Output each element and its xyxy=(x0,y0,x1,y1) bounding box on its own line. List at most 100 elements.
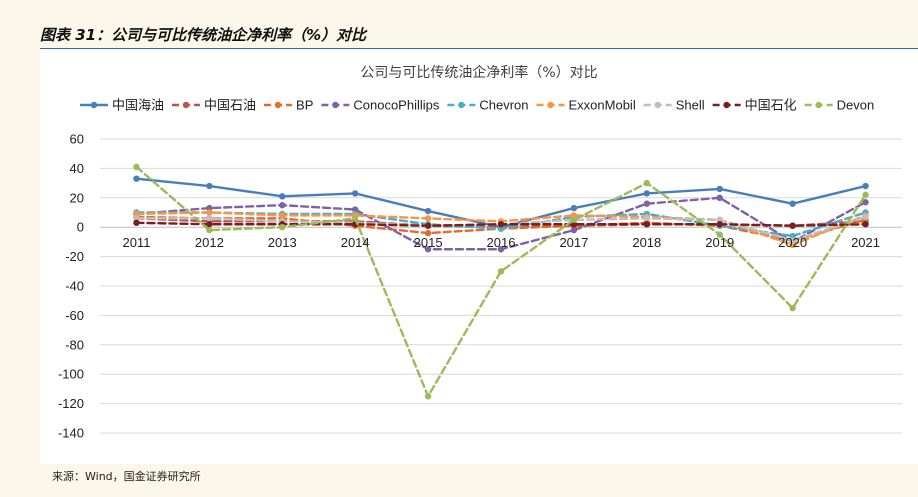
data-point xyxy=(497,246,505,253)
data-point xyxy=(133,215,140,222)
x-tick-label: 2016 xyxy=(487,235,516,250)
data-point xyxy=(570,204,578,212)
x-tick-label: 2021 xyxy=(851,235,880,250)
legend-marker xyxy=(723,101,730,109)
data-point xyxy=(643,215,651,222)
legend-item: Chevron xyxy=(447,98,529,113)
data-point xyxy=(133,219,140,226)
chart-title: 公司与可比传统油企净利率（%）对比 xyxy=(360,64,597,81)
chart-gridlines xyxy=(100,138,902,434)
legend-label: 中国石化 xyxy=(745,98,797,113)
data-point xyxy=(716,216,723,224)
data-point xyxy=(497,268,505,275)
data-point xyxy=(716,185,723,193)
data-point xyxy=(716,221,723,228)
data-point xyxy=(279,224,286,231)
legend-label: 中国石油 xyxy=(204,98,256,113)
chart-series xyxy=(133,163,869,400)
data-point xyxy=(570,216,578,224)
figure-caption: 图表 31：公司与可比传统油企净利率（%）对比 xyxy=(40,26,367,44)
data-point xyxy=(351,215,359,222)
data-point xyxy=(789,237,796,244)
y-tick-label: 0 xyxy=(77,220,84,235)
legend-item: BP xyxy=(264,98,313,113)
y-tick-label: -40 xyxy=(65,279,84,294)
data-point xyxy=(424,393,432,400)
series-line xyxy=(135,165,867,398)
data-point xyxy=(424,222,432,229)
legend-item: 中国石化 xyxy=(712,98,797,113)
legend-label: ConocoPhillips xyxy=(353,98,439,113)
x-tick-label: 2014 xyxy=(341,235,370,250)
data-point xyxy=(206,182,213,190)
legend-marker xyxy=(182,101,190,109)
data-point xyxy=(643,200,651,207)
data-point xyxy=(279,193,286,200)
data-point xyxy=(206,209,213,216)
legend-label: Devon xyxy=(837,98,875,113)
y-tick-label: -20 xyxy=(65,249,84,264)
data-point xyxy=(133,175,140,182)
legend-item: Shell xyxy=(643,98,705,113)
y-tick-label: -80 xyxy=(65,337,84,352)
y-tick-label: -60 xyxy=(65,308,84,323)
x-tick-label: 2011 xyxy=(122,235,150,250)
data-point xyxy=(862,199,869,206)
data-point xyxy=(570,226,578,234)
series-8 xyxy=(133,163,869,400)
data-point xyxy=(716,231,723,238)
data-point xyxy=(206,221,213,228)
data-point xyxy=(789,222,796,229)
data-point xyxy=(643,221,651,228)
line-chart: 公司与可比传统油企净利率（%）对比 中国海油 中国石油 BP ConocoPhilli… xyxy=(58,64,902,441)
data-point xyxy=(789,304,796,312)
source-note: 来源：Wind，国金证券研究所 xyxy=(52,470,201,483)
data-point xyxy=(789,232,796,240)
legend-item: ExxonMobil xyxy=(536,98,636,113)
data-point xyxy=(279,212,286,219)
legend-label: 中国海油 xyxy=(112,98,164,113)
data-point xyxy=(862,221,869,228)
x-tick-label: 2017 xyxy=(559,235,588,250)
data-point xyxy=(351,190,359,197)
data-point xyxy=(424,207,432,215)
data-point xyxy=(862,213,869,221)
series-7 xyxy=(133,219,869,229)
legend-marker xyxy=(547,101,554,109)
data-point xyxy=(643,179,651,187)
legend-marker xyxy=(654,101,661,109)
x-tick-label: 2012 xyxy=(195,235,224,250)
y-tick-label: 60 xyxy=(70,132,84,147)
x-tick-label: 2019 xyxy=(705,235,734,250)
data-point xyxy=(716,194,723,201)
data-point xyxy=(133,163,140,171)
chart-panel: 公司与可比传统油企净利率（%）对比 中国海油 中国石油 BP ConocoPhilli… xyxy=(40,50,918,464)
legend-item: 中国海油 xyxy=(80,98,164,113)
data-point xyxy=(351,206,359,213)
legend-marker xyxy=(90,101,98,109)
data-point xyxy=(570,212,578,219)
legend-marker xyxy=(332,101,339,109)
y-tick-label: 40 xyxy=(70,161,84,176)
legend-label: Shell xyxy=(676,98,705,113)
data-point xyxy=(497,221,505,228)
y-tick-label: -120 xyxy=(58,396,84,411)
x-tick-label: 2015 xyxy=(414,235,443,250)
x-axis: 2011 2012 2013 2014 2015 2016 2017 2018 2019 2020… xyxy=(122,235,880,250)
caption-rule xyxy=(40,48,918,49)
data-point xyxy=(279,201,286,209)
data-point xyxy=(570,221,578,228)
legend-label: ExxonMobil xyxy=(569,98,636,113)
y-tick-label: 20 xyxy=(70,190,84,205)
y-axis: 60 40 20 0 -20 -40 -60 -80 -100 -120 -140 xyxy=(58,132,84,441)
data-point xyxy=(789,241,796,249)
data-point xyxy=(643,190,651,197)
x-tick-label: 2013 xyxy=(268,235,297,250)
data-point xyxy=(862,182,869,190)
data-point xyxy=(424,229,432,237)
legend-item: Devon xyxy=(804,98,875,113)
data-point xyxy=(206,204,213,212)
data-point xyxy=(206,226,213,234)
data-point xyxy=(424,246,432,253)
legend-label: Chevron xyxy=(479,98,528,113)
